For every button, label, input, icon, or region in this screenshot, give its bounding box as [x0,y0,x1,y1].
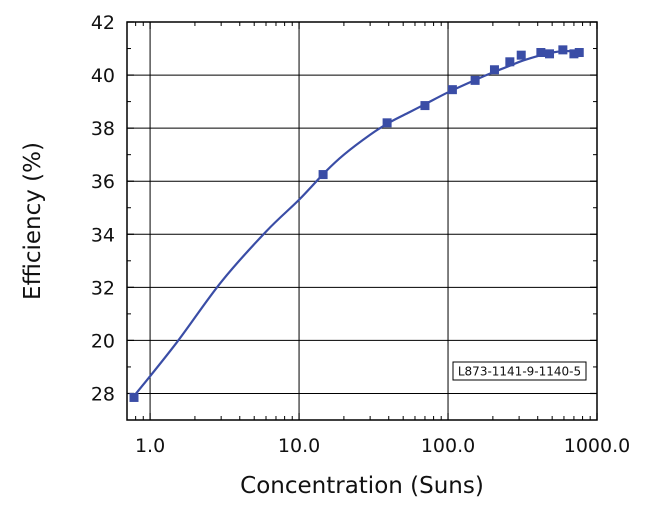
y-tick-label: 40 [91,65,115,87]
axis-ticks [127,22,597,420]
data-point [448,85,457,94]
x-tick-label: 1000.0 [564,435,630,457]
y-tick-label: 20 [91,330,115,352]
x-tick-label: 1.0 [135,435,165,457]
y-axis-label: Efficiency (%) [20,142,46,300]
data-point [558,45,567,54]
annotation-label: L873-1141-9-1140-5 [458,365,581,379]
data-point [319,170,328,179]
y-tick-label: 42 [91,12,115,34]
data-point [536,48,545,57]
data-markers [130,45,584,402]
grid-lines [127,22,597,420]
data-point [517,51,526,60]
y-tick-label: 34 [91,224,115,246]
y-tick-label: 28 [91,383,115,405]
data-point [420,101,429,110]
data-point [383,118,392,127]
x-tick-labels: 1.0 10.0 100.0 1000.0 [135,435,630,457]
data-point [575,48,584,57]
fit-line [134,51,579,396]
data-point [490,65,499,74]
plot-frame [127,22,597,420]
y-tick-label: 36 [91,171,115,193]
x-tick-label: 100.0 [421,435,475,457]
y-tick-label: 38 [91,118,115,140]
x-tick-label: 10.0 [278,435,320,457]
fit-line-layer [134,51,579,396]
y-tick-labels: 28 20 32 34 36 38 40 42 [91,12,115,405]
annotation-box: L873-1141-9-1140-5 [453,362,586,380]
data-point [471,76,480,85]
x-axis-label: Concentration (Suns) [240,473,484,499]
data-point [130,393,139,402]
data-point [505,57,514,66]
data-point [545,49,554,58]
y-tick-label: 32 [91,277,115,299]
